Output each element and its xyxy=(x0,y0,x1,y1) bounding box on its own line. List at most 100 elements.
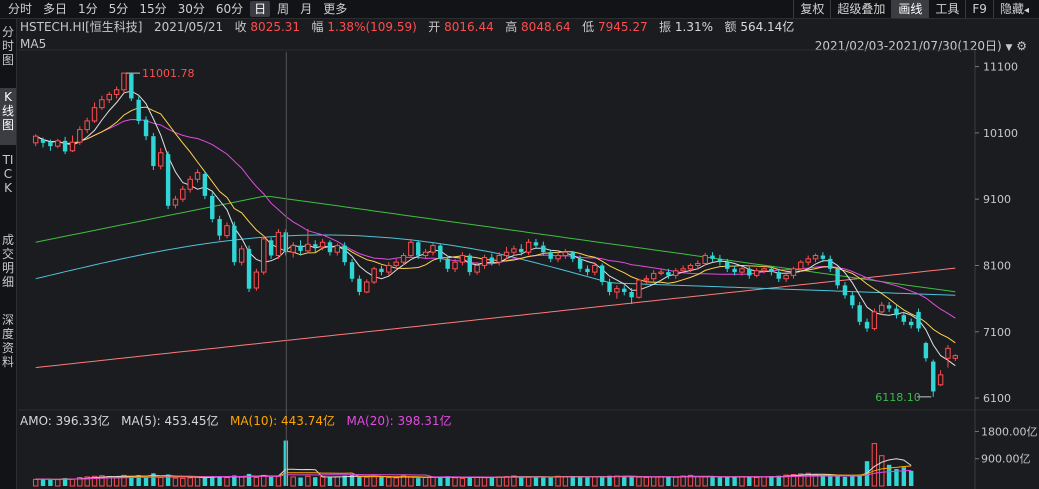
sidebar-item-1[interactable]: K线图 xyxy=(0,88,16,145)
volume-bar-31 xyxy=(261,474,267,487)
candle-body-45 xyxy=(364,281,370,293)
candle-body-41 xyxy=(334,245,341,253)
volume-bar-34 xyxy=(283,440,289,486)
candle-body-96 xyxy=(739,268,745,273)
indicator-label[interactable]: MA5 xyxy=(20,37,47,51)
candle-body-89 xyxy=(687,264,694,270)
candle-body-55 xyxy=(438,245,443,259)
candle-body-34 xyxy=(283,232,289,253)
volume-bar-20 xyxy=(180,477,186,487)
period-tab-2[interactable]: 1分 xyxy=(78,2,98,16)
period-tab-3[interactable]: 5分 xyxy=(108,2,129,16)
volume-bar-71 xyxy=(555,475,561,487)
sidebar-item-3[interactable]: 成交明细 xyxy=(1,233,14,289)
period-tab-5[interactable]: 30分 xyxy=(177,2,205,16)
volume-bar-87 xyxy=(673,476,679,487)
volume-bar-39 xyxy=(319,476,326,487)
volume-bar-68 xyxy=(533,476,539,486)
candle-body-3 xyxy=(55,140,61,147)
candle-body-68 xyxy=(533,242,539,246)
dropdown-arrow-icon[interactable]: ▼ xyxy=(1005,43,1013,53)
sidebar-item-4[interactable]: 深度资料 xyxy=(1,313,14,369)
volume-bar-7 xyxy=(84,476,90,487)
candle-body-7 xyxy=(84,120,90,131)
period-tab-1[interactable]: 多日 xyxy=(43,2,68,16)
volume-bar-119 xyxy=(908,470,914,486)
period-tab-7[interactable]: 日 xyxy=(250,1,271,17)
candle-body-11 xyxy=(113,89,120,95)
volume-bar-116 xyxy=(886,464,892,486)
ma60-line xyxy=(35,195,956,293)
candle-body-84 xyxy=(650,272,657,280)
candle-body-74 xyxy=(577,258,583,269)
candle-body-92 xyxy=(710,255,715,259)
volume-bar-11 xyxy=(113,476,120,487)
volume-bar-110 xyxy=(842,476,848,486)
volume-bar-32 xyxy=(268,476,274,486)
volume-bar-56 xyxy=(445,476,450,486)
volume-bar-117 xyxy=(894,469,899,486)
sidebar-item-0[interactable]: 分时图 xyxy=(1,25,14,67)
volume-bar-76 xyxy=(592,476,598,487)
toolbar-button-2[interactable]: 画线 xyxy=(891,0,929,18)
period-tab-6[interactable]: 60分 xyxy=(215,2,244,16)
volume-bar-55 xyxy=(438,477,443,486)
volume-bar-100 xyxy=(769,476,774,486)
volume-bar-77 xyxy=(599,476,605,486)
period-tab-9[interactable]: 月 xyxy=(300,2,313,16)
candle-body-107 xyxy=(820,255,826,259)
volume-bar-80 xyxy=(622,476,627,486)
volume-bar-61 xyxy=(481,476,488,487)
toolbar-button-0[interactable]: 复权 xyxy=(793,0,830,18)
change-value: 1.38%(109.59) xyxy=(327,20,417,34)
candle-body-15 xyxy=(143,119,149,137)
toolbar-button-5[interactable]: 隐藏◂ xyxy=(992,0,1035,18)
candle-body-37 xyxy=(305,243,311,252)
candle-body-113 xyxy=(864,321,870,329)
volume-bar-54 xyxy=(430,476,436,487)
volume-bar-8 xyxy=(91,475,98,487)
candle-body-8 xyxy=(91,107,98,122)
candle-body-69 xyxy=(541,245,546,253)
volume-bar-35 xyxy=(290,476,296,487)
candle-body-118 xyxy=(901,315,907,322)
candle-body-5 xyxy=(69,141,76,152)
period-tab-0[interactable]: 分时 xyxy=(8,2,33,16)
low-label: 低 xyxy=(582,20,595,34)
volume-bar-51 xyxy=(408,476,414,487)
volume-bar-21 xyxy=(187,477,193,487)
volume-bar-17 xyxy=(158,477,164,487)
toolbar-button-4[interactable]: F9 xyxy=(965,0,993,18)
volume-bar-99 xyxy=(761,476,767,487)
change-label: 幅 xyxy=(311,20,324,34)
high-value: 8048.64 xyxy=(521,20,571,34)
volume-bar-12 xyxy=(121,474,127,487)
toolbar-button-1[interactable]: 超级叠加 xyxy=(830,0,891,18)
sidebar-item-2[interactable]: TICK xyxy=(2,153,14,195)
candle-body-47 xyxy=(379,268,384,273)
candle-body-44 xyxy=(357,278,362,292)
volume-bar-49 xyxy=(393,477,399,487)
candle-body-39 xyxy=(319,241,326,248)
candle-body-60 xyxy=(474,264,480,273)
date-label: 2021/05/21 xyxy=(153,20,224,34)
candle-body-53 xyxy=(422,251,429,257)
period-tab-10[interactable]: 更多 xyxy=(323,2,348,16)
price-tick-label-1: 10100 xyxy=(983,127,1018,140)
candle-body-18 xyxy=(165,154,171,206)
volume-bar-72 xyxy=(562,476,569,487)
volume-bar-19 xyxy=(172,477,179,487)
ma120-line xyxy=(35,234,956,296)
period-tab-8[interactable]: 周 xyxy=(277,2,290,16)
volume-bar-60 xyxy=(474,476,480,487)
volume-bar-47 xyxy=(379,476,384,486)
toolbar-button-3[interactable]: 工具 xyxy=(928,0,965,18)
candle-body-62 xyxy=(489,257,495,263)
candle-body-40 xyxy=(327,242,333,253)
volume-bar-30 xyxy=(253,477,260,487)
period-tab-4[interactable]: 15分 xyxy=(139,2,167,16)
candle-body-110 xyxy=(842,285,848,296)
settings-gear-icon[interactable]: ⚙ xyxy=(1016,39,1027,53)
volume-bar-40 xyxy=(327,477,333,486)
